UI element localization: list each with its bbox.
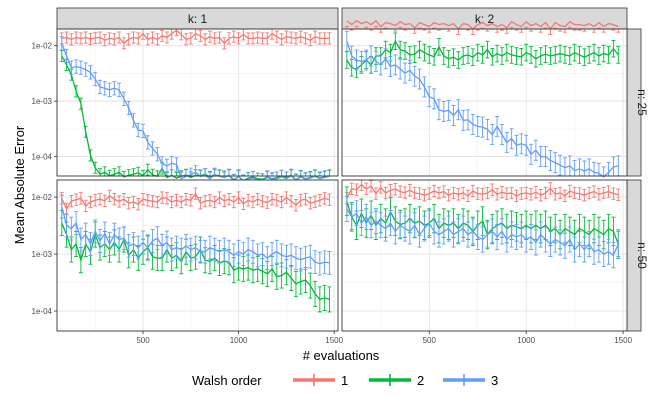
- x-tick-label: 500: [136, 336, 150, 345]
- panel-0-1: 1e-02 1e-03 1e-04 500 1000 1500: [32, 179, 344, 345]
- series-1: [344, 179, 621, 205]
- y-tick-label: 1e-03: [32, 250, 53, 259]
- y-tick-label: 1e-02: [32, 193, 53, 202]
- y-tick-label: 1e-03: [32, 97, 53, 106]
- series-line-1: [346, 19, 619, 30]
- row-strip-label-2: n: 50: [635, 242, 649, 269]
- series-1: [59, 28, 332, 50]
- panels-layer: k: 1 k: 2n: 25n: 501e-021e-031e-041e-021e…: [32, 7, 649, 345]
- legend-label-3: 3: [491, 373, 498, 388]
- legend-key-1: 1: [293, 373, 348, 388]
- y-tick-label: 1e-04: [32, 307, 53, 316]
- x-tick-label: 1000: [517, 336, 535, 345]
- x-tick-label: 1500: [614, 336, 632, 345]
- x-tick-label: 1000: [230, 336, 248, 345]
- panel-border: [341, 28, 628, 177]
- panel-1-1: 500 1000 1500: [341, 179, 633, 345]
- series-1: [59, 187, 332, 216]
- series-3: [344, 195, 621, 269]
- row-strip-label-1: n: 25: [635, 89, 649, 116]
- y-tick-label: 1e-02: [32, 42, 53, 51]
- col-strip-label-2: k: 2: [475, 12, 495, 26]
- legend-label-2: 2: [417, 373, 424, 388]
- series-3: [59, 194, 332, 276]
- legend-title: Walsh order: [192, 373, 262, 388]
- panel-border: [341, 179, 628, 332]
- x-axis-title: # evaluations: [303, 348, 380, 363]
- y-tick-label: 1e-04: [32, 153, 53, 162]
- panel-0-0: 1e-02 1e-03 1e-04: [32, 28, 339, 183]
- legend-key-3: 3: [443, 373, 498, 388]
- panel-border: [56, 28, 339, 177]
- panel-background: [57, 29, 338, 176]
- legend-label-1: 1: [341, 373, 348, 388]
- col-strip-label-1: k: 1: [188, 12, 208, 26]
- legend-key-2: 2: [369, 373, 424, 388]
- x-tick-label: 500: [423, 336, 437, 345]
- legend: Walsh order 1 2 3: [192, 373, 498, 388]
- y-axis-title: Mean Absolute Error: [12, 125, 27, 244]
- panel-border: [56, 179, 339, 332]
- x-tick-label: 1500: [325, 336, 343, 345]
- panel-1-0: [341, 19, 628, 178]
